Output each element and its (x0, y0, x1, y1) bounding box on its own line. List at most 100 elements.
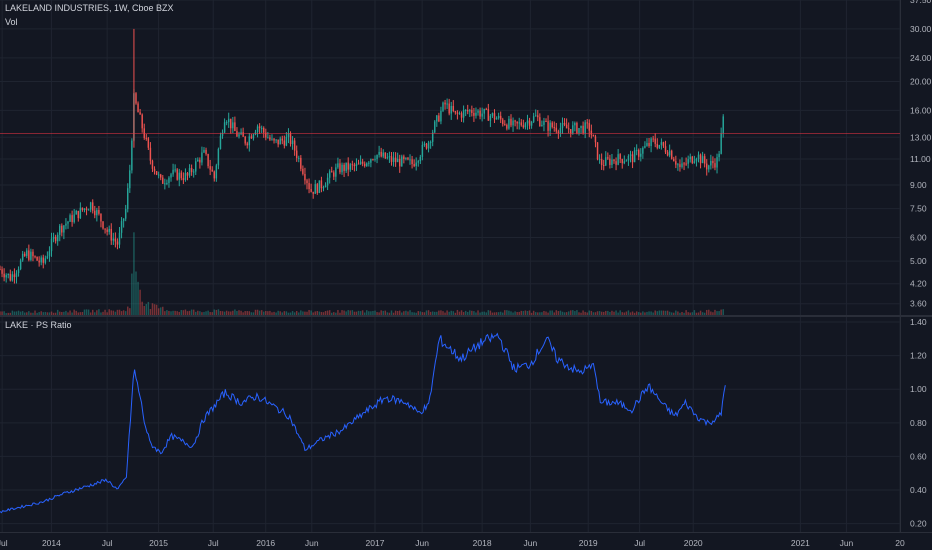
candle-body[interactable] (174, 169, 176, 171)
candle-body[interactable] (19, 260, 22, 270)
candle-body[interactable] (265, 132, 267, 138)
candle-body[interactable] (654, 138, 656, 144)
candle-body[interactable] (333, 172, 335, 177)
candle-body[interactable] (141, 114, 143, 129)
candle-body[interactable] (469, 110, 471, 112)
candle-body[interactable] (642, 147, 644, 154)
candle-body[interactable] (195, 161, 197, 172)
candle-body[interactable] (417, 161, 419, 163)
candle-body[interactable] (65, 223, 67, 226)
candle-body[interactable] (434, 121, 436, 133)
candle-body[interactable] (563, 122, 566, 125)
candle-body[interactable] (658, 144, 661, 148)
candle-body[interactable] (314, 184, 316, 194)
candle-body[interactable] (205, 149, 207, 155)
candle-body[interactable] (267, 137, 269, 139)
candle-body[interactable] (648, 143, 650, 147)
candle-body[interactable] (129, 170, 131, 189)
candle-body[interactable] (499, 115, 502, 120)
candle-body[interactable] (21, 253, 24, 261)
candle-body[interactable] (497, 115, 500, 119)
candle-body[interactable] (396, 158, 399, 163)
candle-body[interactable] (436, 115, 438, 122)
candle-body[interactable] (376, 154, 378, 160)
candle-body[interactable] (353, 164, 356, 167)
candle-body[interactable] (518, 122, 520, 124)
candle-body[interactable] (7, 273, 9, 276)
candle-body[interactable] (13, 274, 16, 278)
candle-body[interactable] (528, 120, 531, 126)
candle-body[interactable] (77, 210, 80, 219)
candle-body[interactable] (238, 134, 240, 137)
candle-body[interactable] (258, 126, 261, 129)
candle-body[interactable] (180, 172, 183, 179)
candle-body[interactable] (256, 126, 259, 132)
candle-body[interactable] (677, 164, 679, 166)
candle-body[interactable] (549, 122, 551, 131)
candle-body[interactable] (413, 164, 415, 167)
candle-body[interactable] (178, 172, 180, 180)
candle-body[interactable] (155, 171, 158, 175)
candle-body[interactable] (502, 119, 504, 125)
candle-body[interactable] (347, 162, 349, 170)
candle-body[interactable] (664, 146, 667, 153)
candle-body[interactable] (567, 128, 570, 130)
candle-body[interactable] (504, 124, 506, 126)
candle-body[interactable] (120, 221, 123, 233)
candle-body[interactable] (91, 202, 94, 211)
candle-body[interactable] (481, 113, 483, 117)
candle-body[interactable] (230, 118, 232, 129)
candle-body[interactable] (203, 149, 205, 153)
candle-body[interactable] (547, 121, 549, 131)
candle-body[interactable] (52, 236, 55, 239)
candle-body[interactable] (211, 169, 213, 172)
candle-body[interactable] (611, 159, 613, 165)
candle-body[interactable] (207, 154, 209, 167)
candle-body[interactable] (390, 156, 393, 162)
candle-body[interactable] (209, 166, 211, 170)
candle-body[interactable] (248, 136, 251, 146)
candle-body[interactable] (415, 162, 417, 167)
candle-body[interactable] (63, 225, 65, 233)
price-pane[interactable] (0, 28, 900, 284)
candle-body[interactable] (514, 120, 516, 122)
candle-body[interactable] (213, 171, 216, 179)
candle-body[interactable] (96, 210, 98, 216)
candle-body[interactable] (495, 118, 498, 120)
candle-body[interactable] (114, 238, 117, 242)
candle-body[interactable] (635, 150, 638, 152)
candle-body[interactable] (652, 138, 654, 140)
candle-body[interactable] (139, 112, 141, 115)
candle-body[interactable] (271, 138, 273, 140)
candle-body[interactable] (722, 116, 724, 134)
candle-body[interactable] (28, 250, 30, 260)
candle-body[interactable] (298, 157, 300, 159)
candle-body[interactable] (234, 122, 236, 132)
candle-body[interactable] (87, 209, 90, 211)
candle-body[interactable] (423, 143, 426, 145)
candle-body[interactable] (600, 159, 603, 166)
candle-body[interactable] (40, 257, 42, 263)
candle-body[interactable] (401, 156, 403, 167)
candle-body[interactable] (594, 136, 597, 143)
candle-body[interactable] (182, 178, 185, 180)
candle-body[interactable] (122, 218, 125, 222)
candle-body[interactable] (644, 145, 646, 148)
candle-body[interactable] (89, 202, 92, 210)
candle-body[interactable] (464, 109, 467, 111)
candle-body[interactable] (71, 215, 73, 223)
candle-body[interactable] (638, 150, 640, 157)
candle-body[interactable] (102, 221, 104, 229)
candle-body[interactable] (145, 137, 148, 139)
candle-body[interactable] (532, 116, 535, 122)
candle-body[interactable] (168, 177, 170, 183)
candle-body[interactable] (295, 150, 298, 159)
candle-body[interactable] (557, 131, 560, 134)
candle-body[interactable] (673, 158, 675, 162)
candle-body[interactable] (147, 138, 150, 148)
candle-body[interactable] (217, 148, 220, 166)
candle-body[interactable] (227, 118, 230, 123)
candle-body[interactable] (38, 260, 40, 263)
candle-body[interactable] (524, 123, 527, 128)
candle-body[interactable] (689, 156, 691, 160)
